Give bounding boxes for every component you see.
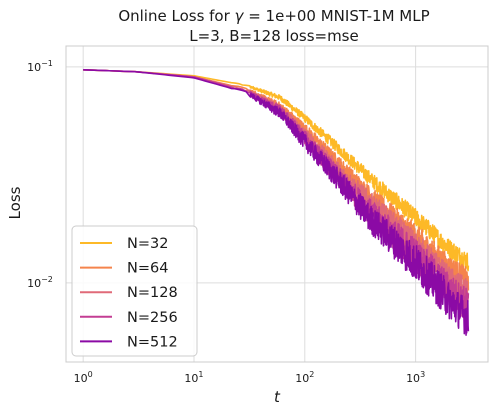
x-tick-label: 101 bbox=[184, 370, 203, 385]
x-tick-label: 100 bbox=[74, 370, 93, 385]
series-line-n-32 bbox=[83, 68, 470, 272]
series-line-n-64 bbox=[83, 68, 470, 291]
legend: N=32 N=64 N=128 N=256 N=512 bbox=[71, 225, 198, 357]
y-axis-label: Loss bbox=[6, 186, 24, 219]
series-layer bbox=[83, 68, 470, 336]
y-tick-label: 10−1 bbox=[27, 59, 53, 74]
x-tick-label: 103 bbox=[406, 370, 425, 385]
y-tick-label: 10−2 bbox=[27, 275, 53, 290]
chart-title-line1: Online Loss for γ = 1e+00 MNIST-1M MLP bbox=[118, 7, 429, 25]
legend-label: N=32 bbox=[127, 236, 168, 252]
legend-label: N=64 bbox=[127, 261, 168, 277]
x-axis-label: t bbox=[274, 388, 281, 406]
legend-entry: N=32 bbox=[80, 236, 168, 252]
chart-title-line2: L=3, B=128 loss=mse bbox=[189, 27, 358, 45]
legend-label: N=512 bbox=[127, 334, 178, 350]
x-tick-label: 102 bbox=[295, 370, 314, 385]
plot-frame bbox=[65, 45, 489, 363]
legend-entry: N=256 bbox=[80, 310, 178, 326]
legend-entry: N=512 bbox=[80, 334, 178, 350]
series-line-n-512 bbox=[83, 68, 470, 336]
legend-label: N=256 bbox=[127, 310, 178, 326]
legend-label: N=128 bbox=[127, 285, 178, 301]
legend-entry: N=128 bbox=[80, 285, 178, 301]
legend-entry: N=64 bbox=[80, 261, 168, 277]
legend-box bbox=[71, 225, 198, 357]
grid-lines bbox=[66, 46, 488, 362]
tick-labels: 100 101 102 103 10−1 10−2 bbox=[27, 59, 425, 385]
